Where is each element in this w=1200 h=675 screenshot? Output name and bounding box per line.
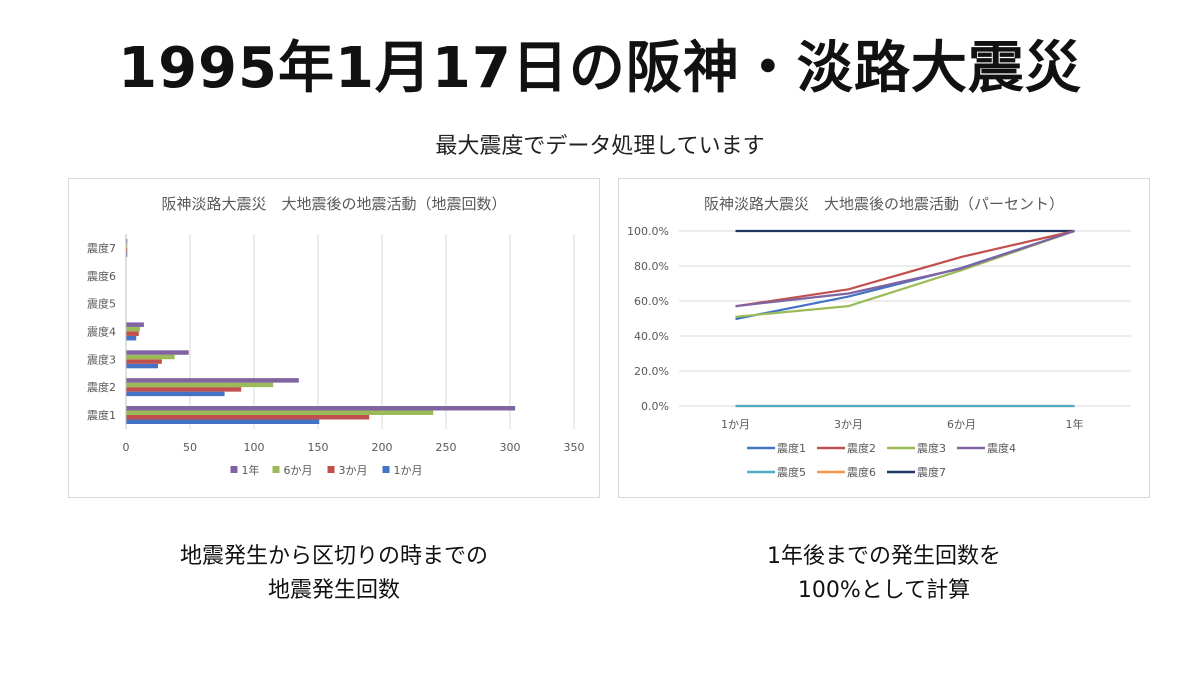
legend-swatch [230,466,238,473]
bar [126,331,139,336]
bar [126,406,516,411]
y-tick-label: 100.0% [627,225,669,238]
legend-label: 震度3 [917,441,946,455]
page-subtitle: 最大震度でデータ処理しています [435,134,765,159]
bar [126,247,128,253]
x-tick-label: 100 [244,441,265,454]
bar [126,378,299,383]
x-tick-label: 6か月 [947,418,976,431]
legend-label: 3か月 [339,464,368,477]
x-tick-label: 150 [308,441,329,454]
y-tick-label: 20.0% [634,365,669,378]
bar [126,382,274,388]
category-label: 震度7 [87,241,116,255]
category-label: 震度4 [87,325,116,339]
category-label: 震度6 [87,269,116,283]
bar [126,326,141,332]
left-caption-line1: 地震発生から区切りの時までの [179,544,488,569]
bar [126,419,320,424]
x-tick-label: 3か月 [834,418,863,431]
y-tick-label: 0.0% [641,400,669,413]
bar [126,410,434,415]
bar-chart-title: 阪神淡路大震災 大地震後の地震活動（地震回数） [161,195,507,213]
legend-label: 震度1 [777,441,806,455]
category-label: 震度3 [87,352,116,366]
legend-label: 6か月 [284,464,313,477]
line-chart-title: 阪神淡路大震災 大地震後の地震活動（パーセント） [703,195,1064,213]
bar [126,350,189,355]
bar [126,252,128,257]
y-tick-label: 80.0% [634,260,669,273]
bar-chart: 0 50 100 150 200 250 300 350 震度1 震度2 震度3 震度4 震度5 震度6 震… [87,234,585,477]
series-line [735,229,1075,308]
category-label: 震度1 [87,408,116,422]
y-tick-label: 60.0% [634,295,669,308]
right-caption-line1: 1年後までの発生回数を [767,544,1001,569]
legend-label: 震度7 [917,465,946,479]
legend-label: 震度4 [987,441,1016,455]
left-caption-line2: 地震発生回数 [267,578,400,603]
x-tick-label: 200 [372,441,393,454]
bar [126,387,242,392]
y-tick-label: 40.0% [634,330,669,343]
bar [126,354,175,360]
bar [126,238,128,244]
legend-label: 震度2 [847,441,876,455]
line-chart-panel: 阪神淡路大震災 大地震後の地震活動（パーセント） 0.0% 20.0% 40.0% 6… [618,178,1150,498]
legend-label: 震度5 [777,465,806,479]
bar [126,359,162,364]
bar [126,415,370,420]
bar-chart-panel: 阪神淡路大震災 大地震後の地震活動（地震回数） 0 50 100 150 200 250 3… [68,178,600,498]
bar [126,363,158,369]
right-caption-line2: 100%として計算 [797,578,971,603]
legend-swatch [272,466,280,473]
legend-swatch [327,466,335,473]
x-tick-label: 0 [123,441,130,454]
x-tick-label: 300 [500,441,521,454]
bar [126,322,144,327]
bar [126,243,128,248]
line-chart: 0.0% 20.0% 40.0% 60.0% 80.0% 100.0% 1か月 3か月 6か月 1… [627,225,1131,479]
category-label: 震度5 [87,297,116,311]
page-title: 1995年1月17日の阪神・淡路大震災 [118,36,1082,101]
left-caption: 地震発生から区切りの時までの 地震発生回数 [34,540,634,608]
x-tick-label: 350 [564,441,585,454]
bar [126,335,137,341]
series-line [735,229,1075,321]
legend-label: 1か月 [394,464,423,477]
legend-label: 震度6 [847,465,876,479]
series-line [735,229,1075,308]
legend-label: 1年 [242,463,260,477]
x-tick-label: 250 [436,441,457,454]
category-label: 震度2 [87,380,116,394]
x-tick-label: 1か月 [721,418,750,431]
x-tick-label: 50 [183,441,197,454]
right-caption: 1年後までの発生回数を 100%として計算 [584,540,1184,608]
legend-swatch [382,466,390,473]
x-tick-label: 1年 [1066,417,1084,431]
bar [126,391,225,397]
